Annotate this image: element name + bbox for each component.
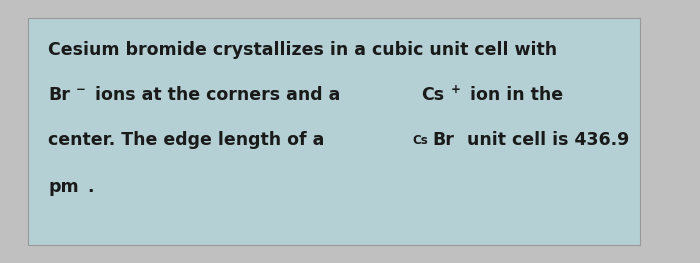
Text: pm: pm — [48, 178, 78, 196]
Text: Br: Br — [433, 131, 454, 149]
Text: unit cell is 436.9: unit cell is 436.9 — [461, 131, 629, 149]
Text: center. The edge length of a: center. The edge length of a — [48, 131, 330, 149]
Text: Cesium bromide crystallizes in a cubic unit cell with: Cesium bromide crystallizes in a cubic u… — [48, 41, 557, 59]
Bar — [28, 18, 640, 245]
Text: Cs: Cs — [421, 86, 444, 104]
Text: +: + — [451, 83, 461, 96]
Text: .: . — [88, 178, 94, 196]
Text: Br: Br — [48, 86, 70, 104]
Text: −: − — [76, 83, 86, 96]
Text: ion in the: ion in the — [463, 86, 563, 104]
Text: ions at the corners and a: ions at the corners and a — [89, 86, 346, 104]
Text: Cs: Cs — [412, 134, 428, 147]
